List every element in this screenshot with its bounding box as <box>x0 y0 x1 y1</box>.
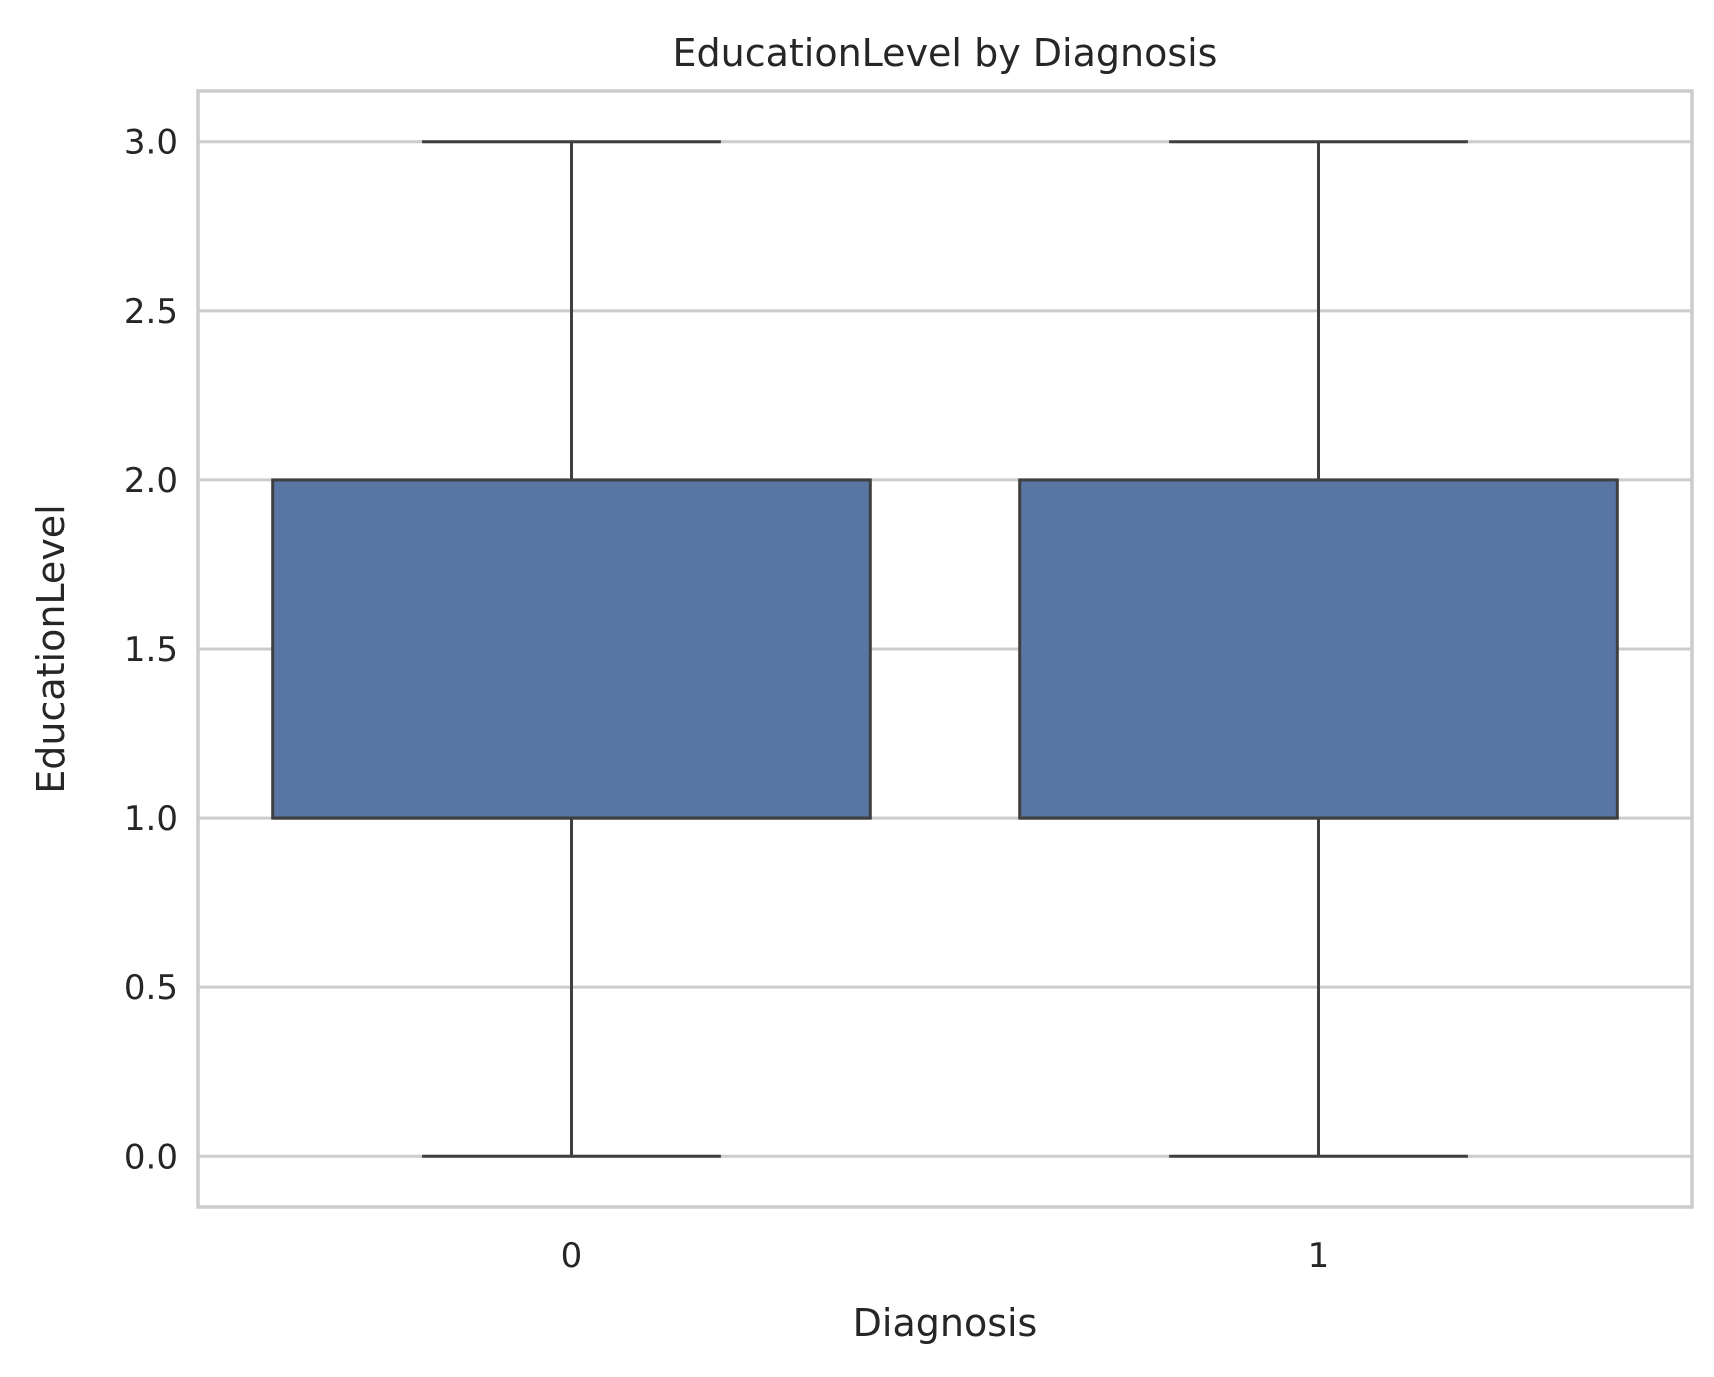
chart-title: EducationLevel by Diagnosis <box>673 31 1218 75</box>
y-tick-labels: 0.0 0.5 1.0 1.5 2.0 2.5 3.0 <box>124 123 178 1178</box>
boxes <box>271 140 1619 1158</box>
box-group-0 <box>271 140 872 1158</box>
x-tick-label: 0 <box>561 1236 583 1276</box>
plot-frame <box>196 89 1694 1209</box>
y-tick-label: 2.0 <box>124 461 178 501</box>
y-tick-label: 0.5 <box>124 968 178 1008</box>
y-tick-label: 2.5 <box>124 292 178 332</box>
y-tick-label: 3.0 <box>124 123 178 163</box>
y-tick-label: 0.0 <box>124 1137 178 1177</box>
x-tick-label: 1 <box>1308 1236 1330 1276</box>
iqr-box <box>271 478 872 820</box>
x-axis-label: Diagnosis <box>853 1301 1038 1345</box>
y-tick-label: 1.5 <box>124 630 178 670</box>
y-tick-label: 1.0 <box>124 799 178 839</box>
y-axis-label: EducationLevel <box>29 504 73 794</box>
iqr-box <box>1018 478 1619 820</box>
box-group-1 <box>1018 140 1619 1158</box>
